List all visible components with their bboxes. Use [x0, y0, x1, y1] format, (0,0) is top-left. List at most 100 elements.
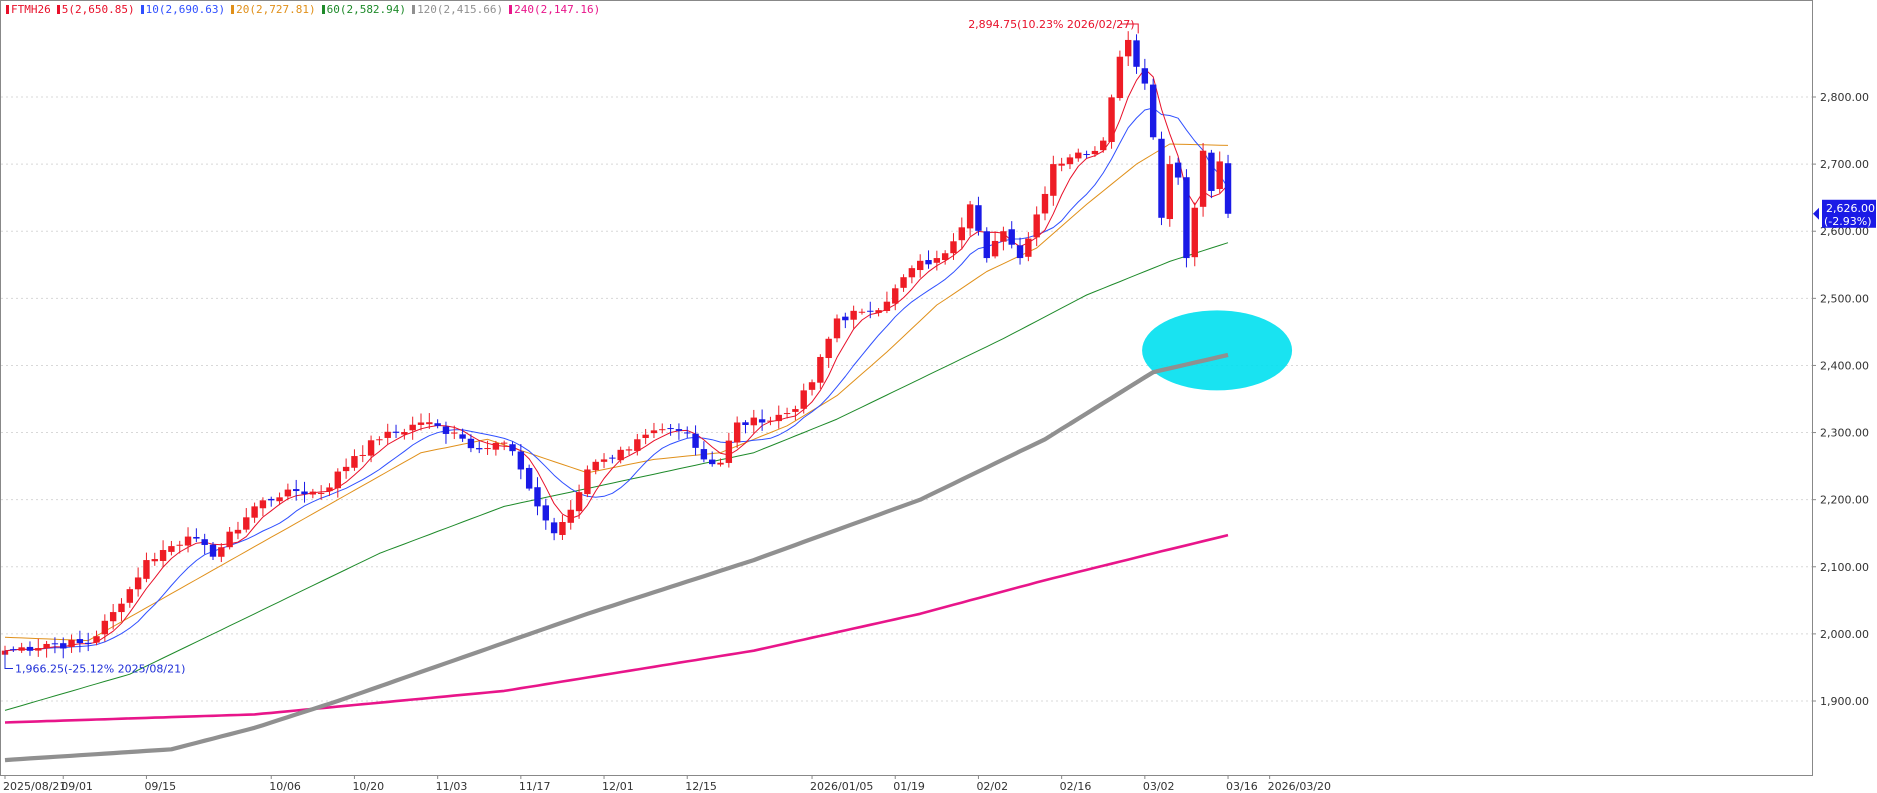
x-tick-label: 09/15 — [144, 780, 176, 793]
candle-body — [908, 268, 916, 278]
candle-body — [501, 442, 508, 444]
candle — [10, 646, 17, 652]
candle-body — [550, 522, 558, 534]
candle-body — [592, 461, 599, 471]
price-tag-box — [1822, 199, 1876, 228]
candle — [243, 508, 250, 533]
candle — [93, 630, 100, 646]
candle — [1008, 221, 1015, 249]
candle — [409, 416, 416, 440]
candle — [442, 421, 450, 444]
candle-body — [1108, 97, 1115, 142]
y-tick-label: 2,100.00 — [1820, 561, 1869, 574]
candle — [334, 468, 341, 498]
candle-body — [1050, 164, 1057, 196]
y-axis: 1,900.00 2,000.00 2,100.00 2,200.00 2,300.00… — [1812, 91, 1869, 708]
y-tick-label: 2,500.00 — [1820, 292, 1869, 305]
candle-body — [409, 424, 416, 431]
y-tick-label: 2,700.00 — [1820, 158, 1869, 171]
candle — [251, 502, 258, 523]
candle — [1083, 150, 1090, 159]
candle — [109, 604, 117, 630]
candle — [317, 485, 325, 500]
candle — [434, 419, 441, 429]
candle-body — [892, 288, 899, 304]
ma120-line — [4, 352, 1229, 763]
candle — [367, 435, 375, 463]
candle — [1066, 154, 1074, 170]
candle-body — [783, 413, 791, 415]
candle-body — [1066, 157, 1074, 165]
candle — [650, 422, 658, 439]
highlight-ellipse — [1142, 310, 1293, 391]
candle-body — [268, 498, 275, 501]
candle — [883, 291, 891, 314]
legend-label: 20(2,727.81) — [236, 3, 316, 16]
candle-body — [284, 489, 292, 497]
candle — [800, 383, 807, 414]
candle — [584, 465, 591, 498]
x-tick-label: 10/20 — [352, 780, 384, 793]
candle — [875, 307, 882, 317]
candle-body — [434, 423, 441, 426]
candle — [234, 521, 242, 540]
legend-item: 10(2,690.63) — [140, 3, 225, 16]
candle — [176, 540, 183, 554]
price-tag: 2,626.00(-2.93%) — [1813, 199, 1876, 228]
price-tag-change: (-2.93%) — [1824, 215, 1872, 228]
candle — [1191, 202, 1198, 267]
candle-body — [975, 205, 982, 231]
candle-body — [251, 506, 258, 518]
candle — [900, 274, 907, 292]
candle-body — [792, 409, 799, 412]
candle-body — [109, 612, 117, 622]
candle-body — [1183, 177, 1190, 259]
legend-label: FTMH26 — [11, 3, 51, 16]
candle-body — [991, 240, 999, 257]
candle — [775, 405, 782, 429]
low-annotation-label: 1,966.25(-25.12% 2025/08/21) — [15, 663, 185, 676]
candle — [143, 552, 150, 583]
x-tick-label: 11/03 — [436, 780, 468, 793]
candle — [991, 231, 999, 259]
candle — [1100, 137, 1107, 153]
candle — [684, 426, 691, 438]
y-tick-label: 2,800.00 — [1820, 91, 1869, 104]
candle-body — [883, 301, 891, 311]
candle-body — [209, 544, 217, 557]
x-tick-label: 02/16 — [1060, 780, 1092, 793]
candle — [950, 233, 957, 260]
candle-body — [359, 454, 366, 456]
candle — [417, 413, 425, 431]
candle-body — [151, 559, 158, 562]
y-tick-label: 2,600.00 — [1820, 225, 1869, 238]
candle — [492, 440, 500, 456]
candle-body — [700, 449, 708, 460]
candle-body — [342, 466, 350, 472]
legend: FTMH26 5(2,650.85) 10(2,690.63) 20(2,727.81… — [6, 3, 606, 16]
legend-item: 120(2,415.66) — [412, 3, 503, 16]
candle — [484, 440, 491, 455]
candle — [284, 483, 292, 501]
plot-frame — [0, 0, 1813, 776]
legend-label: 5(2,650.85) — [61, 3, 135, 16]
candle-body — [858, 311, 866, 313]
candle — [817, 354, 824, 389]
x-tick-label: 2026/01/05 — [810, 780, 873, 793]
x-tick-label: 10/06 — [269, 780, 301, 793]
candle-body — [492, 442, 500, 450]
candle — [1208, 149, 1215, 199]
candle — [567, 500, 574, 530]
candle-body — [733, 422, 741, 443]
candle — [451, 425, 458, 440]
low-annotation-line — [4, 650, 13, 670]
candle-body — [1208, 152, 1215, 191]
candle — [1050, 155, 1057, 206]
candle-body — [18, 647, 25, 651]
candle-body — [917, 260, 924, 271]
legend-label: 120(2,415.66) — [417, 3, 504, 16]
candle-body — [1141, 68, 1149, 84]
candle-body — [600, 459, 608, 462]
candle — [1058, 157, 1065, 172]
ma20-line — [4, 143, 1229, 642]
